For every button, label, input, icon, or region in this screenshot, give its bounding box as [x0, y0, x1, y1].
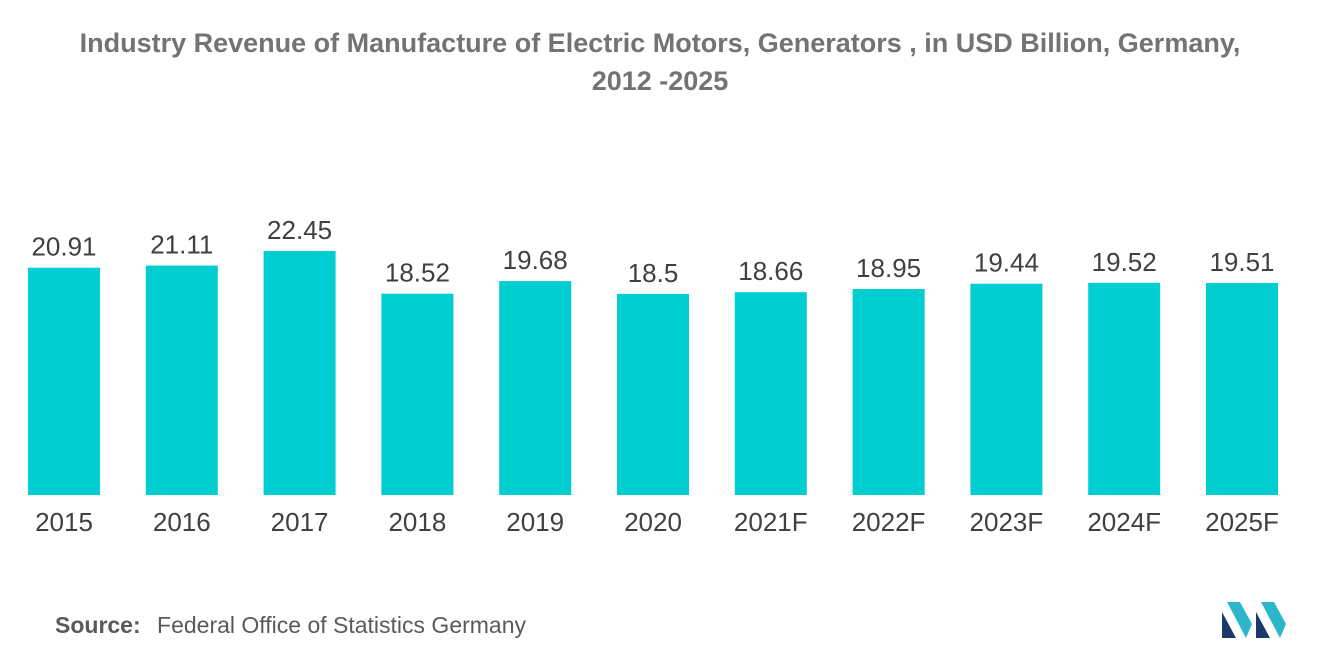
data-label-2023F: 19.44 [974, 248, 1039, 278]
data-label-2021F: 18.66 [738, 256, 803, 286]
x-tick-label-2016: 2016 [153, 507, 211, 537]
source-label: Source: [55, 612, 141, 638]
chart-title-line-1: Industry Revenue of Manufacture of Elect… [79, 28, 1241, 58]
data-label-2017: 22.45 [267, 215, 332, 245]
bar-2017 [263, 251, 336, 495]
x-tick-label-2025F: 2025F [1205, 507, 1279, 537]
data-label-2019: 19.68 [503, 245, 568, 275]
x-tick-label-2018: 2018 [388, 507, 446, 537]
x-tick-label-2021F: 2021F [734, 507, 808, 537]
bar-2016 [145, 265, 218, 495]
bar-2020 [617, 293, 689, 495]
bar-2022F [852, 289, 925, 495]
data-label-2016: 21.11 [150, 230, 213, 260]
chart-title: Industry Revenue of Manufacture of Elect… [0, 24, 1320, 100]
bar-2023F [970, 283, 1043, 495]
source-note: Source: Federal Office of Statistics Ger… [55, 612, 526, 639]
data-label-2024F: 19.52 [1092, 247, 1157, 277]
data-label-2020: 18.5 [628, 258, 679, 288]
x-tick-label-2017: 2017 [271, 507, 329, 537]
x-tick-label-2015: 2015 [35, 507, 93, 537]
bar-chart: 20.91 2015 21.11 2016 22.45 2017 18.52 2018 19.6… [28, 215, 1279, 537]
source-text: Federal Office of Statistics Germany [157, 612, 527, 638]
data-label-2022F: 18.95 [856, 253, 921, 283]
mordor-logo-icon [1222, 602, 1286, 638]
x-tick-label-2023F: 2023F [970, 507, 1044, 537]
data-label-2015: 20.91 [31, 232, 96, 262]
bar-2019 [499, 281, 572, 495]
bar-2015 [28, 267, 100, 495]
chart-title-line-2: 2012 -2025 [591, 66, 729, 96]
data-label-2025F: 19.51 [1209, 247, 1274, 277]
x-tick-label-2022F: 2022F [852, 507, 926, 537]
bar-2018 [381, 293, 454, 495]
bar-2025F [1206, 283, 1278, 495]
x-tick-label-2024F: 2024F [1087, 507, 1161, 537]
x-tick-label-2020: 2020 [624, 507, 682, 537]
bar-2024F [1088, 282, 1161, 495]
data-label-2018: 18.52 [385, 258, 450, 288]
bar-2021F [734, 292, 807, 495]
x-tick-label-2019: 2019 [506, 507, 564, 537]
